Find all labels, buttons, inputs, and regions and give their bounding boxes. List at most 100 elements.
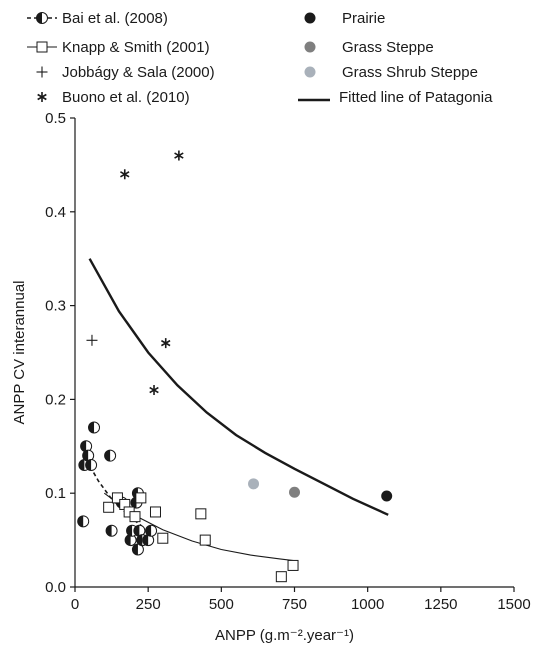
- legend-entry-prairie: Prairie: [304, 10, 385, 27]
- series-1-point-1-square: [111, 492, 123, 504]
- axes: 0.0 0.1 0.2 0.3 0.4 0.5 0 250 500 750 1000 1250 1500…: [11, 110, 531, 644]
- series-0-point-7: [105, 524, 118, 537]
- series-1-point-7: [157, 532, 169, 544]
- series-3-point-0: [120, 169, 130, 180]
- series-0-point-4: [85, 459, 98, 472]
- x-tick-label-4: 1000: [351, 596, 384, 613]
- legend-label-grass_shrub_steppe: Grass Shrub Steppe: [342, 64, 478, 81]
- legend-marker-grass_shrub_steppe-dot: [304, 66, 316, 78]
- series-3-point-3-arm2: [149, 386, 159, 394]
- legend-label-grass_steppe: Grass Steppe: [342, 39, 434, 56]
- series-4-point-0: [381, 490, 393, 502]
- series-7: [88, 258, 389, 516]
- series-1-point-0: [103, 501, 115, 513]
- y-tick-label-4: 0.4: [45, 204, 66, 221]
- series-1-point-0-square: [103, 501, 115, 513]
- x-tick-label-5: 1250: [424, 596, 457, 613]
- series-0-point-5: [88, 421, 101, 434]
- series-3-point-2: [160, 338, 171, 349]
- series-0-point-13-half: [132, 543, 138, 555]
- series-0-point-16: [142, 534, 155, 547]
- series-2-point-0: [86, 334, 98, 346]
- series-0-point-2-half: [80, 440, 87, 452]
- series-0-point-3: [82, 449, 95, 462]
- series-4: [381, 490, 393, 502]
- series-6-point-0-dot: [248, 478, 260, 490]
- series-0-point-6-half: [104, 450, 111, 462]
- y-tick-label-1: 0.1: [45, 485, 66, 502]
- series-0-point-9-half: [125, 534, 131, 546]
- series-0-point-11-half: [130, 497, 137, 509]
- series-0-point-7-half: [106, 525, 112, 537]
- series-6: [248, 478, 260, 490]
- legend-entry-grass_steppe: Grass Steppe: [304, 39, 434, 56]
- legend-marker-buono: [37, 92, 47, 102]
- series-0-point-1-half: [78, 459, 85, 471]
- legend-label-fitted: Fitted line of Patagonia: [339, 89, 493, 106]
- legend-label-buono: Buono et al. (2010): [62, 89, 190, 106]
- series-3-point-1-arm2: [174, 152, 184, 159]
- series-0-point-2: [80, 440, 93, 453]
- series-1-point-10: [275, 571, 287, 583]
- series-1: [103, 492, 299, 583]
- legend-marker-grass_shrub_steppe: [304, 66, 316, 78]
- y-tick-label-2: 0.2: [45, 391, 66, 408]
- series-1-point-5: [135, 492, 147, 504]
- series-0-point-5-half: [88, 422, 95, 434]
- legend-entry-buono: Buono et al. (2010): [37, 89, 190, 106]
- series-2: [86, 334, 98, 346]
- series-0-point-6: [104, 449, 117, 462]
- legend-label-prairie: Prairie: [342, 10, 385, 27]
- legend-entry-fitted: Fitted line of Patagonia: [298, 89, 493, 106]
- series-1-point-5-square: [135, 492, 147, 504]
- legend-label-knapp: Knapp & Smith (2001): [62, 39, 210, 56]
- series-5-point-0: [289, 486, 300, 498]
- series-1-point-9: [199, 534, 211, 546]
- legend-marker-knapp-square: [36, 41, 48, 53]
- series-0-point-15-half: [136, 534, 143, 546]
- series-1-point-10-square: [275, 571, 287, 583]
- series-0-point-14: [133, 524, 146, 537]
- series-0-point-13: [131, 543, 144, 556]
- legend-entry-bai: Bai et al. (2008): [27, 10, 168, 27]
- legend-entry-knapp: Knapp & Smith (2001): [27, 39, 210, 56]
- series-5: [289, 486, 300, 498]
- series-0-point-0: [77, 515, 90, 528]
- series-5-point-0-dot: [289, 486, 300, 498]
- legend-label-jobbagy: Jobbágy & Sala (2000): [62, 64, 215, 81]
- series-1-point-4-square: [129, 511, 141, 523]
- series-1-point-8-square: [195, 508, 207, 520]
- legend-marker-bai: [36, 12, 48, 24]
- legend-label-bai: Bai et al. (2008): [62, 10, 168, 27]
- series-3-point-2-arm2: [160, 339, 171, 347]
- legend-marker-prairie: [304, 12, 316, 24]
- plot-area: [77, 150, 393, 583]
- series-1-point-6: [149, 506, 161, 518]
- legend-marker-bai-half: [36, 12, 42, 24]
- series-0-point-16-half: [142, 534, 149, 546]
- legend-marker-knapp: [36, 41, 48, 53]
- legend-marker-grass_steppe-dot: [304, 41, 316, 53]
- series-1-point-9-square: [199, 534, 211, 546]
- series-4-point-0-dot: [381, 490, 393, 502]
- series-0-point-10-half: [126, 525, 133, 537]
- x-tick-label-3: 750: [282, 596, 307, 613]
- y-tick-label-0: 0.0: [45, 579, 66, 596]
- x-tick-label-0: 0: [71, 596, 79, 613]
- x-tick-label-6: 1500: [497, 596, 530, 613]
- legend-marker-buono-arm2: [37, 93, 47, 101]
- x-tick-label-2: 500: [209, 596, 234, 613]
- legend-marker-prairie-dot: [304, 12, 316, 24]
- series-0-point-0-half: [77, 515, 84, 527]
- series-0-point-4-half: [85, 459, 92, 471]
- series-3-point-1: [174, 150, 184, 161]
- legend-marker-jobbagy: [36, 66, 48, 78]
- series-3-point-3: [149, 385, 159, 396]
- series-1-point-11: [287, 559, 299, 571]
- series-1-point-6-square: [149, 506, 161, 518]
- series-3-point-0-arm2: [120, 171, 130, 178]
- series-0: [77, 421, 158, 556]
- series-1-point-1: [111, 492, 123, 504]
- series-0-point-14-half: [133, 525, 140, 537]
